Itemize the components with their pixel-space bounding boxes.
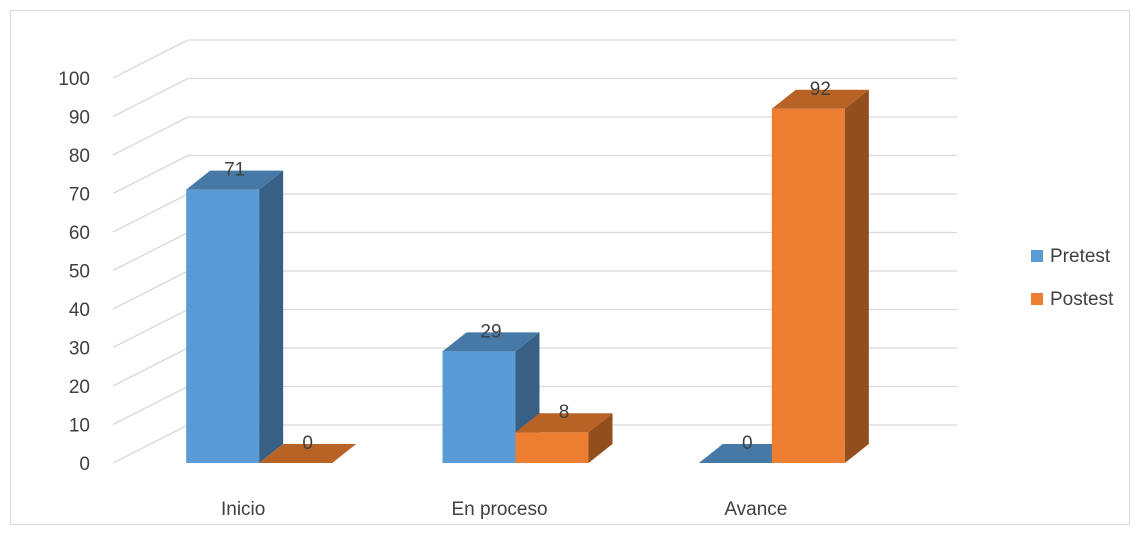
y-axis-ticks: 0 10 20 30 40 50 60 70 80 90 100 xyxy=(58,69,90,475)
y-tick-label: 70 xyxy=(69,185,90,206)
bar-pretest-inicio xyxy=(186,170,284,463)
bar-side xyxy=(588,413,613,463)
bar-top xyxy=(442,332,540,352)
gridline-diagonal xyxy=(112,385,189,426)
y-tick-label: 90 xyxy=(69,108,90,129)
y-tick-label: 60 xyxy=(69,223,90,244)
y-tick-label: 100 xyxy=(58,69,90,90)
gridline-diagonal xyxy=(112,77,189,118)
bar-front xyxy=(771,108,845,464)
bar-side xyxy=(844,89,869,464)
bar-front xyxy=(442,351,516,463)
x-axis-labels: Inicio En proceso Avance xyxy=(221,499,787,520)
bar-top xyxy=(515,413,613,433)
gridline-diagonal xyxy=(112,116,189,156)
data-label: 71 xyxy=(224,160,245,181)
y-tick-label: 80 xyxy=(69,146,90,167)
bar-postest-avance xyxy=(771,89,869,464)
y-tick-label: 40 xyxy=(69,300,90,321)
bar-top xyxy=(771,89,869,109)
gridline-diagonal xyxy=(112,39,189,79)
bar-top xyxy=(259,444,357,463)
legend: Pretest Postest xyxy=(1031,246,1114,310)
bar-pretest-avance xyxy=(698,444,796,463)
bar-top xyxy=(698,444,796,463)
gridline-diagonal xyxy=(112,154,189,195)
gridline-diagonal xyxy=(112,193,189,233)
gridline-diagonal xyxy=(112,231,189,272)
gridline-diagonal xyxy=(112,347,189,387)
data-label: 0 xyxy=(302,433,313,454)
data-label: 92 xyxy=(810,79,831,100)
y-tick-label: 50 xyxy=(69,262,90,283)
gridline-diagonal xyxy=(112,308,189,349)
y-tick-label: 0 xyxy=(79,454,90,475)
bar-top xyxy=(186,170,284,190)
y-tick-label: 20 xyxy=(69,377,90,398)
x-tick-label: Avance xyxy=(724,499,787,520)
x-tick-label: En proceso xyxy=(451,499,547,520)
data-label: 0 xyxy=(742,433,753,454)
bar-postest-en-proceso xyxy=(515,413,613,463)
bar-front xyxy=(186,189,260,463)
legend-label: Postest xyxy=(1050,289,1114,310)
bar-postest-inicio xyxy=(259,444,357,463)
bar-front xyxy=(515,432,589,463)
legend-label: Pretest xyxy=(1050,246,1111,267)
gridline-diagonal xyxy=(112,424,189,464)
legend-swatch xyxy=(1031,293,1043,305)
bar-pretest-en-proceso xyxy=(442,332,540,463)
y-tick-label: 10 xyxy=(69,416,90,437)
x-tick-label: Inicio xyxy=(221,499,265,520)
data-label: 8 xyxy=(559,402,570,423)
data-label: 29 xyxy=(480,321,501,342)
bar-side xyxy=(259,170,284,463)
legend-swatch xyxy=(1031,250,1043,262)
bars xyxy=(186,89,869,464)
data-labels: 71 0 29 8 0 92 xyxy=(224,79,831,454)
y-tick-label: 30 xyxy=(69,339,90,360)
gridline-diagonal xyxy=(112,270,189,310)
